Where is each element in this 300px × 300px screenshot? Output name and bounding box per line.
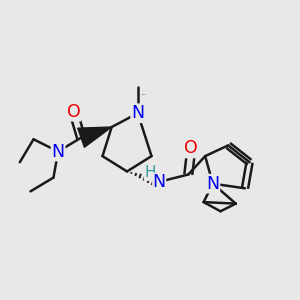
Text: N: N: [52, 142, 64, 160]
Text: O: O: [67, 103, 80, 121]
Text: methyl: methyl: [141, 94, 146, 95]
Text: N: N: [206, 175, 219, 193]
Polygon shape: [78, 127, 112, 147]
Text: N: N: [131, 104, 144, 122]
Text: N: N: [153, 173, 166, 191]
Text: H: H: [144, 166, 156, 181]
Text: O: O: [184, 140, 198, 158]
